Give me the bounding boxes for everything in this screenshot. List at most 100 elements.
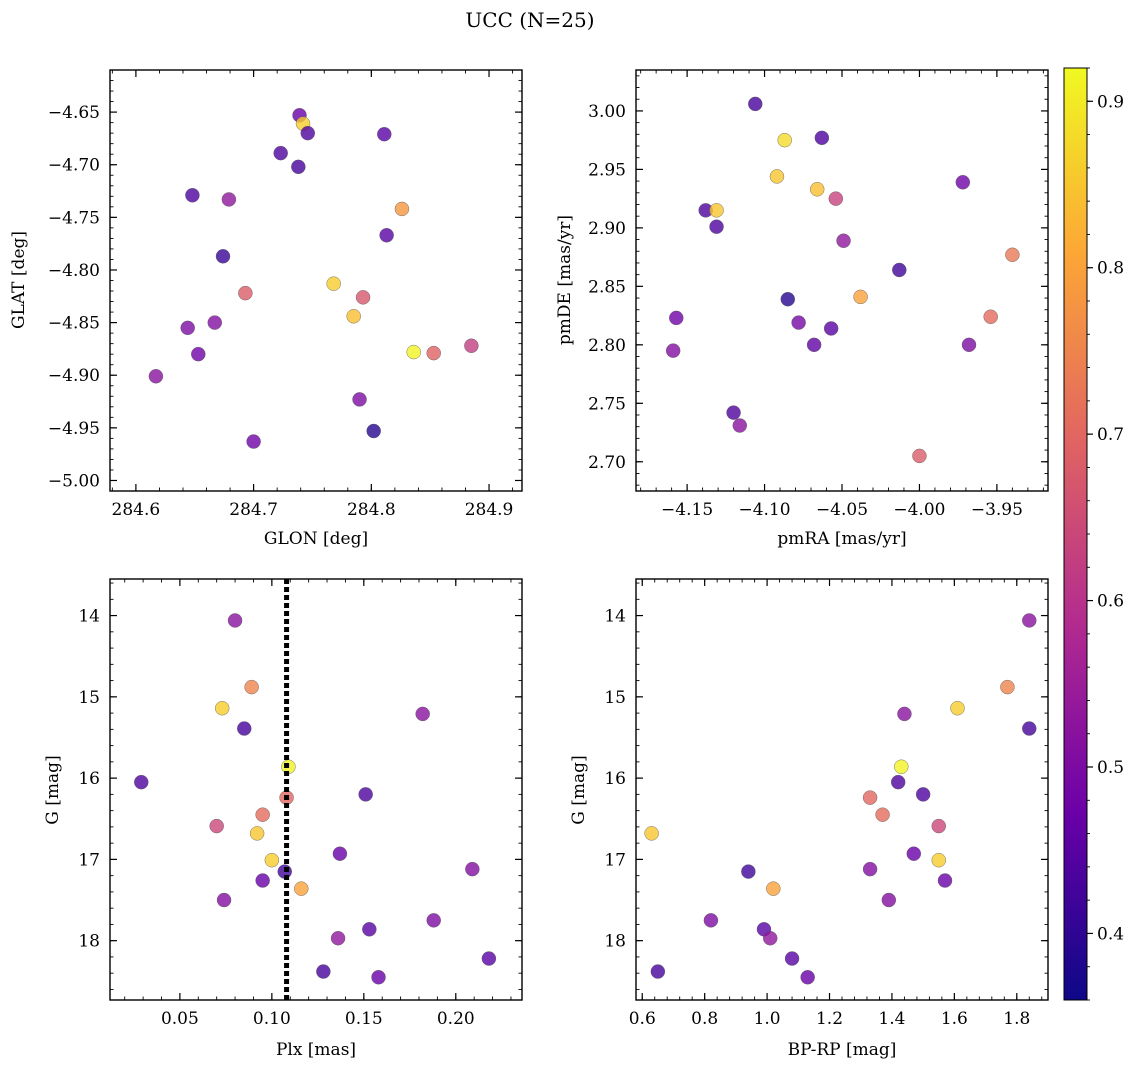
scatter-point: [215, 249, 231, 264]
scatter-point: [862, 861, 878, 877]
x-tick-label: 0.6: [629, 1009, 656, 1029]
y-tick-label: −4.85: [48, 314, 100, 334]
x-tick-label: 0.8: [691, 1009, 718, 1029]
scatter-point: [300, 125, 315, 141]
scatter-point: [931, 818, 946, 834]
scatter-point: [249, 826, 265, 841]
scatter-point: [134, 774, 149, 790]
scatter-point: [814, 130, 830, 146]
scatter-points-plx-g: [134, 613, 497, 985]
colorbar-tick-label: 0.9: [1097, 92, 1124, 112]
scatter-point: [426, 345, 441, 361]
scatter-point: [255, 807, 270, 822]
x-axis-label-plx: Plx [mas]: [276, 1040, 356, 1060]
scatter-point: [406, 344, 421, 360]
scatter-point: [806, 337, 822, 353]
scatter-point: [394, 201, 410, 217]
scatter-point: [791, 315, 806, 330]
x-tick-label: 284.9: [465, 500, 514, 520]
scatter-point: [180, 320, 195, 336]
scatter-point: [644, 826, 659, 841]
y-tick-label: −5.00: [48, 471, 100, 491]
scatter-point: [892, 262, 907, 278]
y-tick-label: 3.00: [588, 102, 626, 122]
y-tick-label: 2.70: [588, 453, 626, 473]
x-tick-label: 0.10: [253, 1009, 291, 1029]
scatter-point: [481, 951, 497, 966]
scatter-point: [875, 807, 890, 822]
y-tick-label: 16: [78, 769, 100, 789]
scatter-point: [264, 853, 280, 868]
scatter-point: [358, 787, 373, 802]
scatter-point: [669, 310, 684, 326]
scatter-point: [148, 369, 164, 384]
scatter-point: [906, 846, 921, 861]
x-tick-label: 1.0: [754, 1009, 781, 1029]
x-tick-label: 0.20: [437, 1009, 475, 1029]
scatter-point: [955, 175, 971, 190]
scatter-point: [894, 759, 909, 774]
scatter-point: [915, 787, 931, 802]
y-tick-label: −4.75: [48, 208, 100, 228]
scatter-point: [780, 292, 795, 307]
scatter-point: [273, 145, 288, 161]
scatter-point: [209, 818, 224, 834]
y-tick-label: 17: [604, 850, 626, 870]
scatter-point: [732, 418, 747, 433]
scatter-point: [961, 337, 977, 353]
colorbar-tick-label: 0.4: [1097, 924, 1124, 944]
scatter-point: [709, 219, 724, 234]
scatter-point: [650, 964, 666, 979]
x-tick-label: −4.10: [739, 500, 791, 520]
y-tick-label: 15: [78, 688, 100, 708]
x-axis-label-glon: GLON [deg]: [264, 529, 368, 549]
scatter-point: [709, 203, 724, 218]
scatter-point: [748, 96, 763, 112]
y-axis-label-glat: GLAT [deg]: [9, 231, 29, 329]
scatter-point: [352, 392, 367, 407]
axes-frame: [109, 578, 523, 1001]
scatter-point: [853, 289, 868, 305]
colorbar: 0.4 0.5 0.6 0.7 0.8 0.9: [1063, 67, 1124, 1001]
y-tick-label: 17: [78, 850, 100, 870]
y-tick-label: −4.70: [48, 156, 100, 176]
y-tick-label: 18: [78, 932, 100, 952]
x-axis-label-bprp: BP-RP [mag]: [788, 1040, 897, 1060]
y-axis-label-g-plx: G [mag]: [43, 755, 63, 824]
y-axis-label-pmde: pmDE [mas/yr]: [555, 215, 575, 345]
scatter-point: [1000, 679, 1015, 695]
scatter-point: [316, 964, 331, 979]
scatter-point: [191, 346, 206, 362]
scatter-point: [766, 881, 781, 896]
scatter-point: [244, 679, 259, 695]
scatter-point: [255, 873, 270, 888]
scatter-point: [703, 913, 719, 928]
y-axis-label-g-bprp: G [mag]: [569, 755, 589, 824]
scatter-point: [983, 309, 998, 324]
scatter-point: [332, 846, 348, 861]
scatter-point: [465, 861, 480, 877]
colorbar-tick-label: 0.7: [1097, 425, 1124, 445]
y-tick-label: 14: [604, 607, 626, 627]
x-tick-label: 284.8: [347, 500, 396, 520]
scatter-point: [1022, 721, 1037, 736]
scatter-points-glon-glat: [148, 108, 479, 449]
colorbar-tick-label: 0.8: [1097, 259, 1124, 279]
y-tick-label: 2.85: [588, 277, 626, 297]
panel-glon-glat: 284.6 284.7 284.8 284.9 −5.00 −4.95 −4.90 −4.85…: [9, 69, 523, 549]
x-tick-label: 1.2: [816, 1009, 843, 1029]
scatter-point: [1022, 613, 1037, 628]
y-tick-label: 14: [78, 607, 100, 627]
scatter-point: [897, 706, 912, 722]
scatter-point: [185, 188, 200, 203]
y-tick-label: −4.95: [48, 419, 100, 439]
scatter-point: [777, 132, 792, 148]
scatter-points-color-magnitude: [644, 613, 1037, 985]
scatter-point: [665, 343, 681, 358]
scatter-point: [464, 338, 479, 353]
scatter-point: [371, 970, 386, 985]
scatter-point: [227, 613, 243, 628]
scatter-point: [931, 853, 946, 868]
scatter-point: [912, 448, 927, 464]
